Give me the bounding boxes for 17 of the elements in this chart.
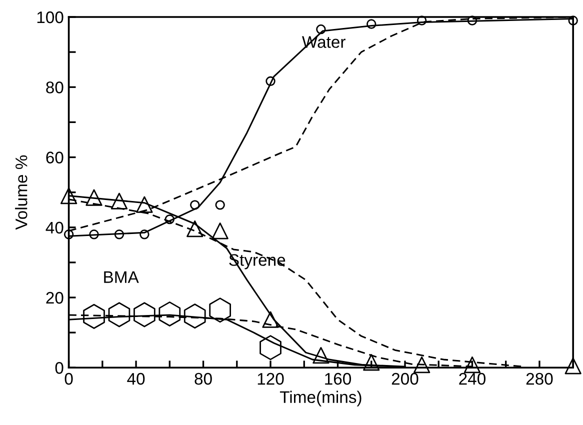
x-tick-label: 0 [64, 372, 73, 385]
series-label: BMA [104, 271, 139, 283]
y-tick-label: 80 [46, 82, 64, 94]
x-tick-label: 200 [392, 372, 418, 385]
y-tick-label: 0 [55, 362, 64, 374]
x-tick-label: 160 [325, 372, 352, 385]
y-axis-title: Volume % [15, 155, 28, 230]
y-tick-label: 100 [37, 11, 64, 24]
x-tick-label: 80 [194, 372, 212, 385]
x-tick-label: 240 [459, 372, 486, 385]
x-tick-label: 280 [526, 372, 553, 385]
y-tick-label: 60 [46, 152, 64, 164]
x-tick-label: 120 [258, 372, 284, 385]
x-axis-title: Time(mins) [280, 390, 362, 406]
y-tick-label: 20 [46, 292, 64, 304]
y-tick-label: 40 [46, 222, 64, 234]
x-tick-label: 40 [127, 372, 145, 385]
